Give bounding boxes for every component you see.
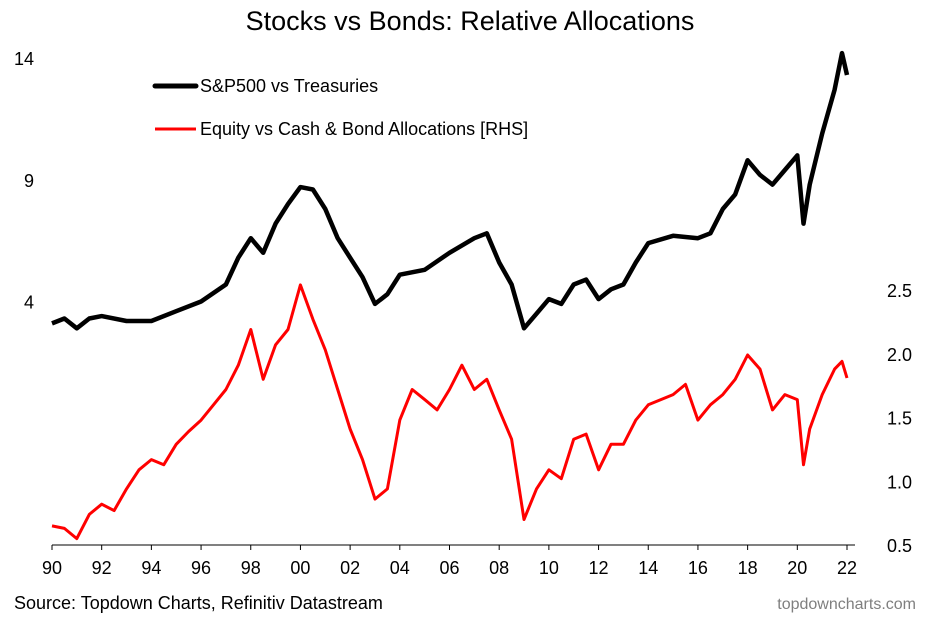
x-tick-label: 08 — [489, 558, 509, 578]
right-tick-label: 1.5 — [887, 409, 912, 429]
x-tick-label: 22 — [837, 558, 857, 578]
x-tick-label: 98 — [241, 558, 261, 578]
watermark: topdowncharts.com — [777, 596, 916, 613]
source-note: Source: Topdown Charts, Refinitiv Datast… — [14, 593, 383, 613]
x-tick-label: 96 — [191, 558, 211, 578]
right-tick-label: 2.0 — [887, 345, 912, 365]
legend: S&P500 vs Treasuries Equity vs Cash & Bo… — [152, 76, 528, 139]
right-axis: 0.5 1.0 1.5 2.0 2.5 — [887, 281, 912, 556]
series-line-sp500-vs-treasuries — [51, 50, 850, 331]
x-tick-label: 12 — [589, 558, 609, 578]
x-tick-label: 14 — [638, 558, 658, 578]
chart-title: Stocks vs Bonds: Relative Allocations — [246, 6, 695, 36]
left-tick-label: 4 — [24, 293, 34, 313]
left-axis: 4 9 14 — [14, 49, 34, 313]
left-tick-label: 9 — [24, 171, 34, 191]
x-tick-label: 02 — [340, 558, 360, 578]
legend-label-sp500: S&P500 vs Treasuries — [200, 76, 378, 96]
x-tick-label: 94 — [141, 558, 161, 578]
x-tick-label: 04 — [390, 558, 410, 578]
x-tick-label: 20 — [787, 558, 807, 578]
series-lines — [51, 50, 850, 541]
x-tick-label: 06 — [439, 558, 459, 578]
x-tick-label: 16 — [688, 558, 708, 578]
x-tick-label: 90 — [42, 558, 62, 578]
x-tick-label: 92 — [92, 558, 112, 578]
legend-label-equity-allocations: Equity vs Cash & Bond Allocations [RHS] — [200, 119, 528, 139]
series-line-equity-vs-cash-bond — [51, 283, 849, 541]
right-tick-label: 2.5 — [887, 281, 912, 301]
right-tick-label: 0.5 — [887, 536, 912, 556]
x-tick-label: 10 — [539, 558, 559, 578]
left-tick-label: 14 — [14, 49, 34, 69]
right-tick-label: 1.0 — [887, 472, 912, 492]
x-axis: 90 92 94 96 98 00 02 04 06 08 10 12 14 16 18 20 22 — [42, 544, 857, 578]
x-tick-label: 00 — [290, 558, 310, 578]
x-tick-label: 18 — [738, 558, 758, 578]
